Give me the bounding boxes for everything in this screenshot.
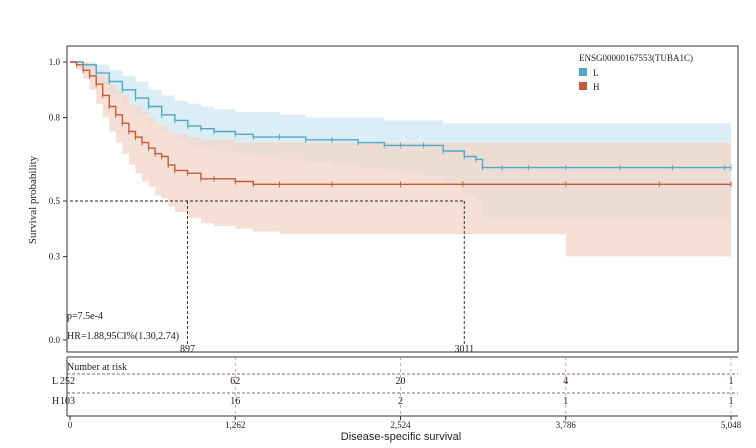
y-tick-label: 0.5 xyxy=(49,196,61,206)
risk-count-H: 1 xyxy=(729,396,734,407)
risk-row-label-L: L xyxy=(52,376,58,387)
y-tick-label: 1.0 xyxy=(49,57,61,67)
confidence-bands xyxy=(70,62,731,257)
median-label-H: 897 xyxy=(180,344,195,355)
risk-count-H: 103 xyxy=(60,396,75,407)
risk-table: L 252 62 20 4 1 H 103 16 2 1 1 xyxy=(52,356,738,417)
y-tick-label: 0.3 xyxy=(49,252,61,262)
risk-row-label-H: H xyxy=(52,396,59,407)
legend-swatch-L xyxy=(579,68,587,76)
y-axis: 0.0 0.3 0.5 0.8 1.0 xyxy=(49,57,67,345)
median-label-L: 3011 xyxy=(454,344,474,355)
legend: ENSG00000167553(TUBA1C) L H xyxy=(579,53,693,92)
risk-count-L: 62 xyxy=(230,376,240,387)
legend-swatch-H xyxy=(579,82,587,90)
confidence-band-H xyxy=(70,62,731,257)
y-tick-label: 0.0 xyxy=(49,335,61,345)
x-tick-label: 0 xyxy=(68,420,73,430)
x-axis: 0 1,262 2,524 3,786 5,048 xyxy=(68,416,742,430)
median-guides: 897 3011 xyxy=(70,200,474,355)
risk-count-H: 1 xyxy=(563,396,568,407)
plot-frame xyxy=(66,45,739,353)
x-tick-label: 5,048 xyxy=(721,420,742,430)
risk-count-L: 20 xyxy=(396,376,406,387)
risk-count-L: 1 xyxy=(729,376,734,387)
risk-count-L: 4 xyxy=(563,376,568,387)
y-axis-title: Survival probability xyxy=(27,155,39,244)
risk-count-H: 2 xyxy=(398,396,403,407)
p-value-annotation: p=7.5e-4 xyxy=(67,311,103,322)
legend-label-H: H xyxy=(593,82,600,92)
y-tick-label: 0.8 xyxy=(49,113,61,123)
x-axis-title: Disease-specific survival xyxy=(341,431,461,443)
risk-count-L: 252 xyxy=(60,376,75,387)
risk-count-H: 16 xyxy=(230,396,240,407)
x-tick-label: 3,786 xyxy=(556,420,577,430)
censor-marks xyxy=(76,61,732,188)
legend-label-L: L xyxy=(593,68,599,78)
x-tick-label: 2,524 xyxy=(390,420,411,430)
x-tick-label: 1,262 xyxy=(225,420,245,430)
hazard-ratio-annotation: HR=1.88,95CI%(1.30,2.74) xyxy=(67,331,179,342)
legend-title: ENSG00000167553(TUBA1C) xyxy=(579,53,693,63)
risk-table-title: Number at risk xyxy=(67,362,127,373)
